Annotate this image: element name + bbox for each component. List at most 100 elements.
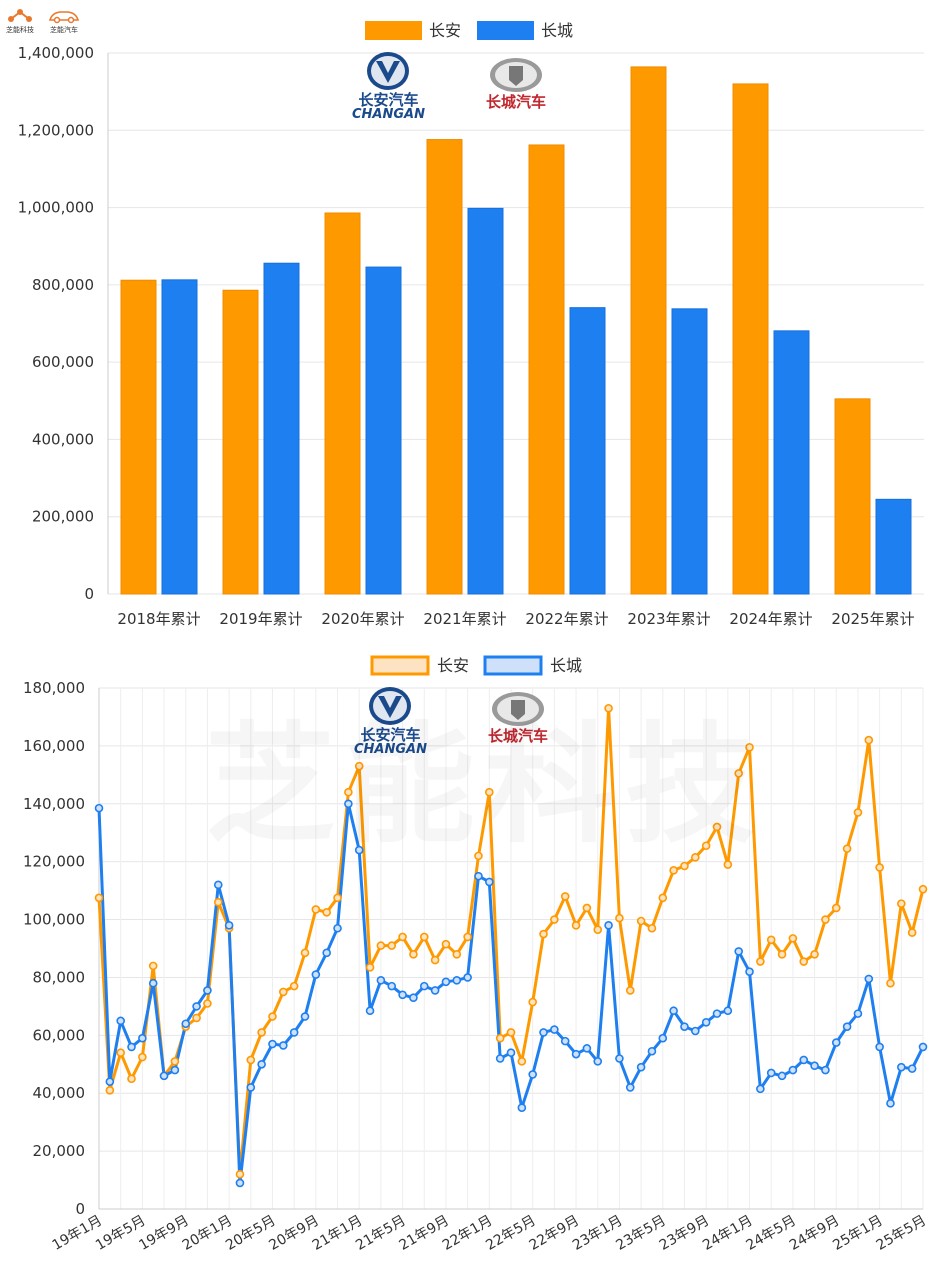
- y-tick-label: 40,000: [33, 1084, 86, 1102]
- data-point-changan: [571, 921, 581, 930]
- data-point-greatwall: [907, 1064, 917, 1073]
- legend-swatch-1: [483, 655, 543, 676]
- data-point-greatwall: [419, 981, 429, 991]
- data-point-changan: [354, 761, 364, 771]
- data-point-changan: [365, 963, 375, 972]
- data-point-greatwall: [842, 1022, 852, 1031]
- y-tick-label: 60,000: [33, 1026, 86, 1044]
- data-point-changan: [485, 787, 494, 797]
- data-point-greatwall: [474, 871, 483, 881]
- data-point-changan: [886, 978, 895, 988]
- data-point-changan: [766, 935, 776, 945]
- data-point-greatwall: [213, 880, 223, 890]
- y-tick-label: 160,000: [23, 737, 85, 755]
- data-point-greatwall: [766, 1068, 776, 1078]
- data-point-changan: [300, 948, 310, 958]
- data-point-greatwall: [799, 1055, 809, 1065]
- data-point-changan: [723, 860, 733, 869]
- changan-emblem-icon: [369, 687, 412, 725]
- y-tick-label: 140,000: [23, 795, 85, 813]
- bar-greatwall: [569, 307, 606, 595]
- data-point-changan: [495, 1033, 505, 1043]
- data-point-changan: [734, 769, 743, 778]
- bar-greatwall: [263, 262, 300, 595]
- data-point-changan: [268, 1012, 277, 1021]
- y-tick-label: 120,000: [23, 853, 85, 871]
- data-point-greatwall: [593, 1057, 603, 1066]
- data-point-greatwall: [322, 948, 331, 958]
- data-point-greatwall: [582, 1044, 592, 1053]
- data-point-changan: [311, 905, 321, 914]
- x-tick-label: 25年5月: [874, 1213, 929, 1254]
- data-point-changan: [604, 703, 613, 713]
- annual-bar-chart: 0 200,000 400,000 600,000 800,000 1,000,000 1,…: [18, 21, 924, 628]
- data-point-changan: [203, 999, 212, 1008]
- data-point-changan: [105, 1086, 115, 1095]
- data-point-changan: [409, 949, 418, 959]
- data-point-changan: [333, 893, 342, 903]
- data-point-greatwall: [658, 1033, 668, 1043]
- bar-changan: [630, 66, 667, 595]
- data-point-changan: [712, 822, 722, 832]
- data-point-greatwall: [235, 1178, 245, 1188]
- data-point-changan: [615, 913, 624, 923]
- data-point-greatwall: [376, 976, 386, 985]
- data-point-greatwall: [279, 1041, 288, 1050]
- bar-greatwall: [467, 207, 504, 595]
- data-point-greatwall: [777, 1071, 787, 1081]
- bar-changan: [120, 279, 157, 595]
- bar-changan: [732, 83, 769, 595]
- data-point-greatwall: [528, 1070, 537, 1079]
- data-point-changan: [463, 932, 472, 942]
- x-tick-label: 2019年累计: [219, 610, 302, 628]
- data-point-greatwall: [680, 1022, 689, 1031]
- y-tick-label: 1,000,000: [18, 199, 94, 217]
- bar-greatwall: [671, 308, 708, 595]
- data-point-changan: [560, 892, 570, 901]
- data-point-changan: [669, 866, 678, 875]
- data-point-changan: [279, 987, 288, 997]
- legend-label: 长城: [550, 656, 582, 675]
- x-tick-label: 2022年累计: [525, 610, 608, 628]
- y-tick-label: 200,000: [32, 508, 94, 526]
- data-point-greatwall: [192, 1002, 201, 1011]
- changan-logo-en: CHANGAN: [354, 742, 427, 757]
- brand-right-name: 芝能汽车: [50, 26, 78, 34]
- x-tick-label: 2018年累计: [117, 610, 200, 628]
- data-point-greatwall: [734, 947, 743, 956]
- data-point-greatwall: [246, 1083, 256, 1092]
- legend-label: 长安: [437, 656, 469, 675]
- y-tick-label: 80,000: [33, 968, 86, 986]
- data-point-changan: [235, 1169, 245, 1179]
- data-point-greatwall: [159, 1071, 169, 1081]
- molecule-icon: [8, 9, 32, 22]
- y-tick-label: 20,000: [33, 1142, 86, 1160]
- data-point-changan: [148, 961, 158, 971]
- data-point-greatwall: [560, 1036, 570, 1046]
- y-tick-label: 0: [75, 1200, 85, 1218]
- data-point-greatwall: [344, 799, 353, 809]
- data-point-greatwall: [636, 1062, 646, 1072]
- data-point-greatwall: [485, 877, 494, 887]
- data-point-changan: [257, 1028, 266, 1037]
- data-point-greatwall: [625, 1083, 635, 1092]
- bar-changan: [528, 144, 565, 595]
- y-tick-label: 800,000: [32, 276, 94, 294]
- data-point-greatwall: [441, 977, 451, 987]
- data-point-changan: [170, 1057, 180, 1066]
- data-point-greatwall: [831, 1038, 841, 1047]
- greatwall-logo-top: 长城汽车: [486, 56, 546, 110]
- data-point-greatwall: [788, 1065, 798, 1075]
- data-point-changan: [636, 916, 646, 926]
- greatwall-emblem-icon: [490, 58, 542, 92]
- data-point-changan: [539, 929, 548, 939]
- data-point-greatwall: [268, 1039, 277, 1049]
- data-point-changan: [441, 939, 451, 949]
- data-point-changan: [387, 941, 397, 950]
- data-point-changan: [864, 735, 874, 745]
- legend-swatch-1: [477, 21, 534, 40]
- data-point-greatwall: [745, 967, 754, 976]
- data-point-greatwall: [387, 981, 397, 991]
- bar-chart-svg: 0 200,000 400,000 600,000 800,000 1,000,000 1,…: [18, 21, 924, 628]
- data-point-changan: [691, 853, 700, 862]
